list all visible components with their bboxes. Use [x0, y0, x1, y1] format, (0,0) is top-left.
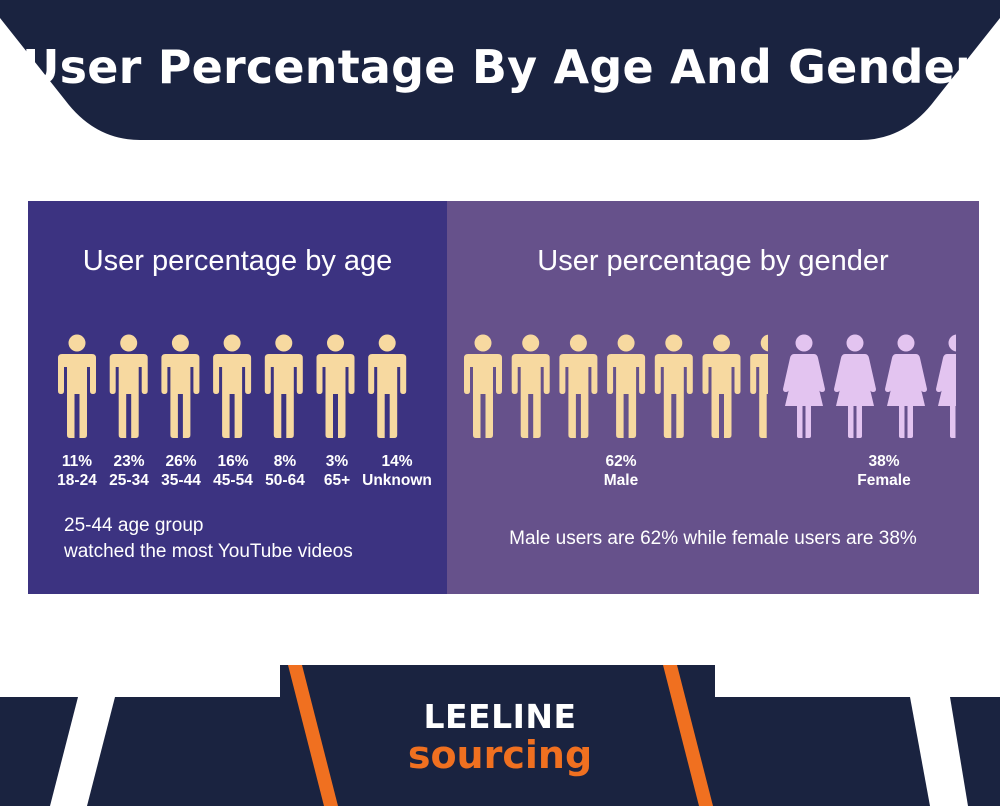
age-group-18-24: 11% 18-24 [48, 452, 106, 490]
age-range: 50-64 [265, 472, 305, 489]
age-range: 25-34 [109, 472, 149, 489]
age-range: 18-24 [57, 472, 97, 489]
age-group-unknown: 14% Unknown [359, 452, 435, 490]
gender-heading: User percentage by gender [537, 245, 889, 277]
age-note: 25-44 age group watched the most YouTube… [64, 513, 353, 565]
page-title: User Percentage By Age And Gender [22, 40, 978, 94]
female-percent: 38% [868, 453, 900, 470]
age-percent: 3% [325, 453, 349, 470]
female-figure-icon [834, 334, 876, 438]
male-figure-icon [109, 334, 148, 438]
male-figure-icon [511, 334, 550, 438]
title-banner [0, 0, 1000, 140]
gender-note: Male users are 62% while female users ar… [509, 528, 917, 549]
footer-band [0, 665, 1000, 806]
male-figure-icon [464, 334, 502, 438]
age-group-45-54: 16% 45-54 [204, 452, 262, 490]
male-figure-icon [161, 334, 200, 438]
female-stat: 38% Female [839, 452, 929, 490]
age-range: 65+ [323, 472, 351, 489]
female-figure-icon [783, 334, 825, 438]
age-group-65-plus: 3% 65+ [308, 452, 366, 490]
female-figures [783, 334, 956, 438]
male-figure-icon [607, 334, 646, 438]
male-figure-icon [702, 334, 741, 438]
age-range: 45-54 [213, 472, 253, 489]
gender-panel: User percentage by gender 62% Male 38% F… [447, 201, 979, 594]
gender-figures [462, 334, 957, 440]
female-figure-icon [936, 334, 956, 438]
age-panel: User percentage by age 11% 18-24 23% 25-… [28, 201, 447, 594]
age-group-35-44: 26% 35-44 [152, 452, 210, 490]
male-figure-icon [58, 334, 96, 438]
logo-stripe-right [663, 665, 713, 806]
age-heading: User percentage by age [82, 245, 393, 277]
age-group-25-34: 23% 25-34 [100, 452, 158, 490]
male-percent: 62% [605, 453, 637, 470]
age-percent: 14% [381, 453, 413, 470]
age-percent: 11% [61, 453, 93, 470]
age-percent: 8% [273, 453, 297, 470]
male-figure-icon [213, 334, 252, 438]
female-label: Female [857, 472, 911, 489]
male-label: Male [603, 472, 639, 489]
male-figure-icon [654, 334, 693, 438]
male-figures [464, 334, 768, 438]
age-percent: 16% [217, 453, 249, 470]
age-labels: 11% 18-24 23% 25-34 26% 35-44 16% 45-54 … [28, 452, 447, 492]
age-percent: 26% [165, 453, 197, 470]
age-group-50-64: 8% 50-64 [256, 452, 314, 490]
age-percent: 23% [113, 453, 145, 470]
logo-stripe-left [288, 665, 338, 806]
male-figure-icon [264, 334, 303, 438]
age-figures [56, 334, 416, 440]
male-figure-icon [559, 334, 598, 438]
logo-wordmark-top: LEELINE [423, 697, 577, 736]
logo-wordmark-bottom: sourcing [407, 733, 593, 777]
female-figure-icon [885, 334, 927, 438]
age-note-line2: watched the most YouTube videos [64, 541, 353, 562]
male-stat: 62% Male [576, 452, 666, 490]
male-figure-icon [316, 334, 355, 438]
male-figure-icon [368, 334, 407, 438]
age-range: Unknown [362, 472, 432, 489]
male-figure-icon [750, 334, 768, 438]
age-note-line1: 25-44 age group [64, 515, 204, 536]
age-range: 35-44 [161, 472, 201, 489]
